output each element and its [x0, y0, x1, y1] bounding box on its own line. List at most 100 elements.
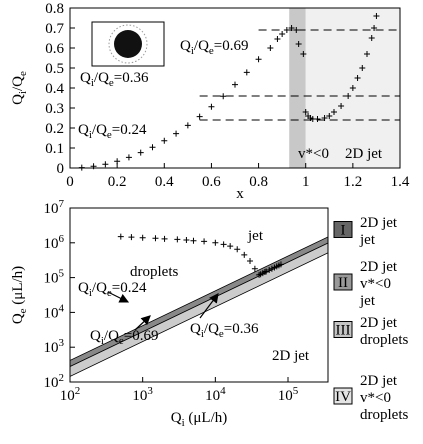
data-point: [183, 237, 190, 244]
annotation-part: jet: [247, 228, 264, 244]
y-tick-label: 0.3: [45, 101, 64, 117]
data-point: [232, 81, 238, 88]
annotation-part: e: [119, 335, 124, 347]
data-point: [368, 35, 375, 41]
y-tick-label-part: 10: [44, 271, 59, 287]
y-tick-label: 103: [44, 337, 65, 356]
arrow: [199, 293, 219, 319]
x-tick-label: 102: [60, 385, 81, 404]
y-tick-label: 107: [44, 198, 65, 217]
data-point: [220, 241, 227, 248]
y-tick-label: 0.7: [45, 21, 64, 37]
y-axis-label-part: e: [17, 308, 29, 313]
data-point: [208, 103, 215, 110]
y-tick-label-part: 3: [59, 337, 65, 349]
y-tick-label: 0.2: [45, 121, 64, 137]
top-plot: 0 0.2 0.4 0.6 0.8 1 1.2 1.4 0 0.1 0.2 0.3 0.4 0.5 0.6 0…: [10, 1, 410, 202]
annotation-part: v*<0: [298, 146, 329, 162]
annotation-part: Q: [90, 328, 101, 344]
legend-symbol: II: [338, 275, 348, 291]
data-point: [184, 122, 191, 129]
annotation-part: i: [89, 129, 92, 141]
legend-text: jet: [359, 232, 376, 248]
y-tick-label-part: 10: [44, 201, 59, 217]
y-tick-label: 102: [44, 372, 65, 391]
inset-drop: [114, 30, 142, 58]
inset: [91, 21, 165, 67]
data-point: [373, 13, 380, 19]
annotation: Qi/Qe=0.36: [190, 321, 259, 340]
data-point: [227, 243, 234, 250]
annotation-part: e: [109, 77, 114, 89]
data-point: [277, 261, 284, 268]
data-point: [359, 65, 366, 71]
x-tick-label: 103: [132, 385, 153, 404]
annotation-part: i: [191, 45, 194, 57]
legend-swatch: [333, 273, 353, 291]
y-axis-label-part: Q: [10, 313, 26, 324]
annotation-part: =0.69: [214, 38, 249, 54]
y-tick-label-part: 5: [59, 268, 65, 280]
data-point: [267, 45, 274, 51]
annotation-part: /Q: [92, 122, 107, 138]
y-tick-label: 105: [44, 268, 65, 287]
data-point: [234, 246, 241, 253]
arrow: [134, 315, 151, 331]
legend-symbol: III: [336, 323, 351, 339]
legend-text: 2D jet: [360, 373, 398, 389]
data-point: [241, 251, 248, 258]
data-point: [349, 85, 356, 91]
data-point: [212, 239, 219, 246]
x-tick-label-part: 2: [75, 385, 81, 397]
data-point: [220, 93, 227, 100]
data-point: [293, 27, 300, 33]
annotation-part: Q: [78, 122, 89, 138]
data-point: [152, 235, 159, 242]
x-tick-label: 0.6: [202, 174, 221, 190]
annotation-part: =0.69: [124, 328, 159, 344]
data-point: [128, 234, 135, 241]
data-point: [247, 257, 254, 264]
x-tick-label: 104: [205, 385, 226, 404]
data-point: [201, 238, 208, 245]
annotation-part: /Q: [204, 321, 219, 337]
data-point: [345, 93, 352, 99]
y-axis-label-part: Q: [10, 94, 26, 105]
data-point: [196, 113, 203, 120]
y-tick-label: 0.5: [45, 61, 64, 77]
data-point: [300, 51, 307, 57]
x-tick-label: 0.4: [155, 174, 174, 190]
data-point: [321, 115, 328, 121]
annotation-part: i: [89, 287, 92, 299]
data-point: [149, 144, 156, 151]
y-tick-label: 0.6: [45, 41, 64, 57]
data-point: [279, 31, 286, 37]
y-tick-label-part: 2: [59, 372, 65, 384]
legend-symbol: IV: [335, 389, 351, 405]
data-point: [354, 75, 361, 81]
y-axis-label-part: (μL/h): [10, 266, 26, 309]
annotation-part: droplets: [130, 264, 178, 280]
annotation-part: e: [107, 129, 112, 141]
x-tick-label: 0.2: [108, 174, 127, 190]
annotation-part: e: [219, 328, 224, 340]
data-point: [283, 27, 290, 33]
x-axis-label-part: Q: [171, 410, 182, 426]
annotation-part: =0.24: [112, 122, 147, 138]
y-tick-label: 106: [44, 233, 65, 252]
annotation-part: =0.24: [112, 280, 147, 296]
data-point: [190, 237, 197, 244]
data-point: [268, 265, 275, 272]
x-tick-label-part: 10: [60, 388, 75, 404]
y-tick-label: 0.4: [45, 81, 64, 97]
x-tick-label-part: 4: [220, 385, 226, 397]
data-point: [371, 25, 378, 31]
data-point: [314, 116, 321, 122]
shaded-region: [289, 8, 306, 168]
y-tick-label: 0.8: [45, 1, 64, 17]
data-point: [266, 267, 273, 274]
y-tick-label-part: 7: [59, 198, 65, 210]
data-point: [117, 233, 124, 240]
annotation-part: i: [201, 328, 204, 340]
